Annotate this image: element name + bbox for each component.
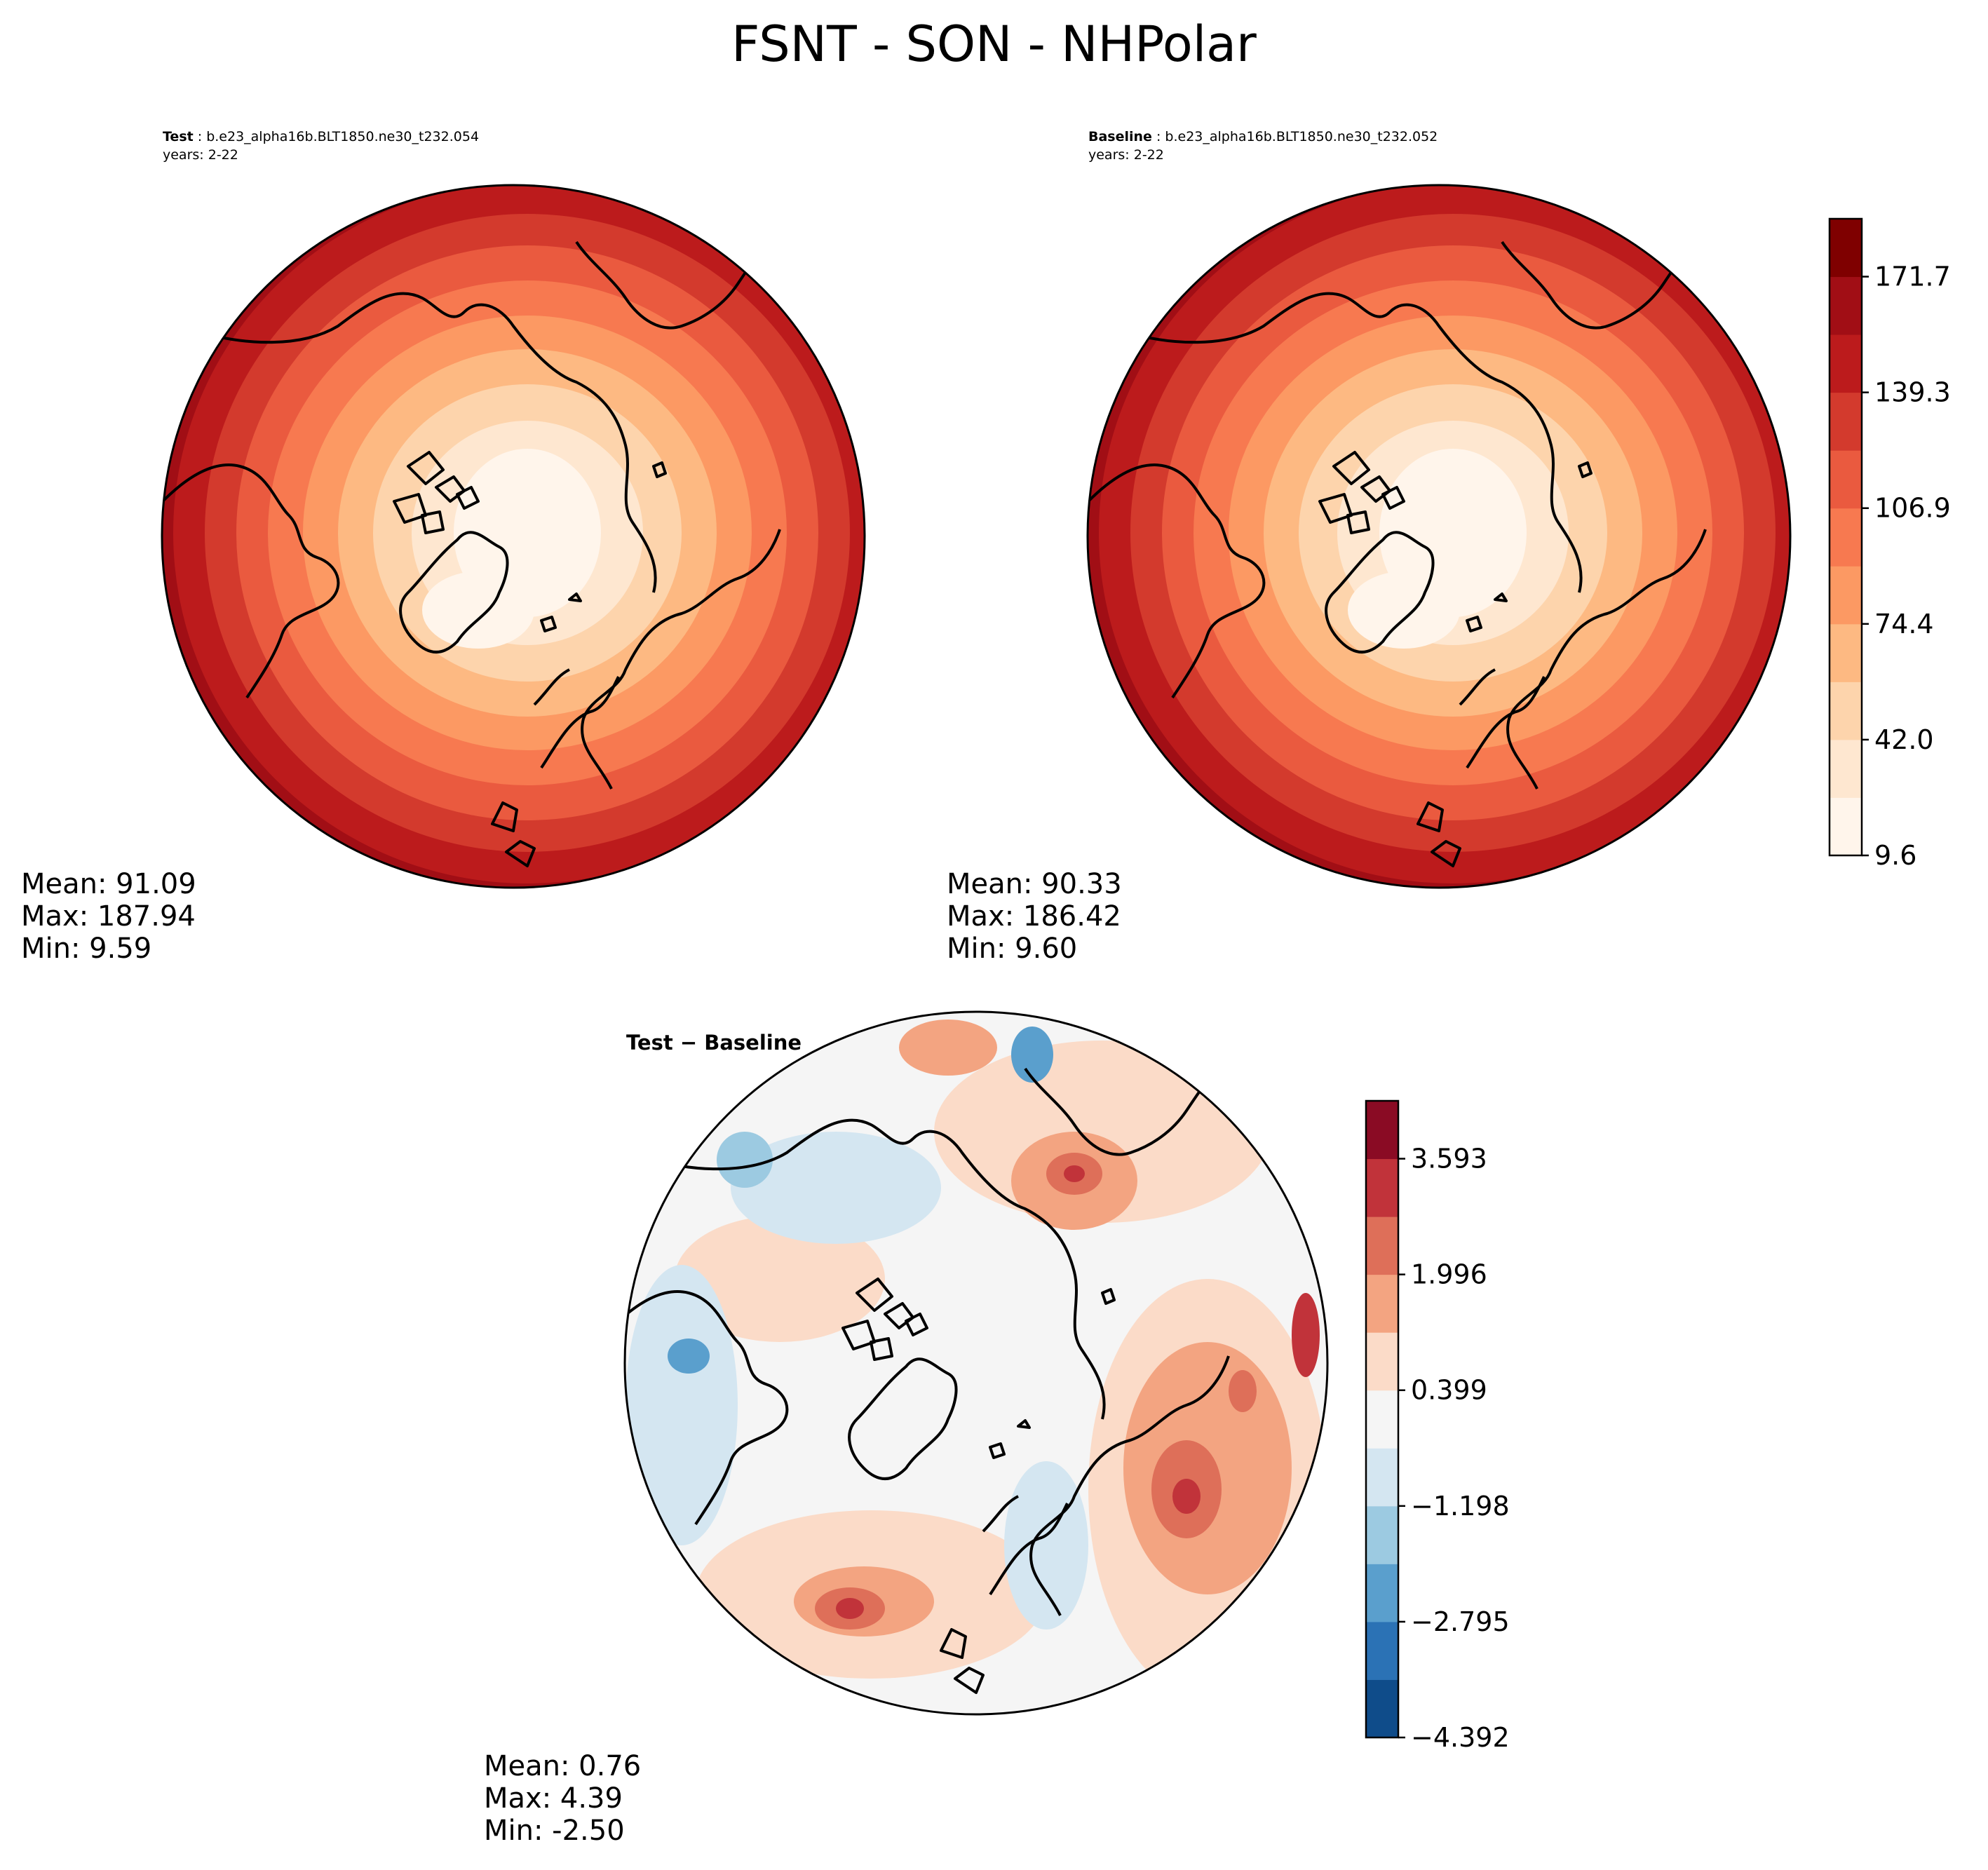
baseline-mean: Mean: 90.33	[947, 868, 1122, 900]
diff-colorbar-tick-label: −4.392	[1411, 1722, 1510, 1753]
diff-colorbar-segment	[1366, 1332, 1398, 1391]
baseline-case-name: : b.e23_alpha16b.BLT1850.ne30_t232.052	[1151, 129, 1438, 144]
test-map	[161, 184, 866, 889]
main-colorbar-tick-label: 171.7	[1874, 262, 1951, 292]
diff-colorbar-segment	[1366, 1158, 1398, 1217]
test-panel-title: Test : b.e23_alpha16b.BLT1850.ne30_t232.…	[163, 128, 479, 164]
main-colorbar-segment	[1830, 682, 1862, 740]
diff-colorbar-segment	[1366, 1621, 1398, 1680]
test-min: Min: 9.59	[21, 933, 152, 965]
main-colorbar-segment	[1830, 219, 1862, 278]
diff-colorbar-segment	[1366, 1390, 1398, 1449]
diff-colorbar-segment	[1366, 1505, 1398, 1564]
test-title-label: Test	[163, 129, 194, 144]
baseline-min: Min: 9.60	[947, 933, 1078, 965]
diff-colorbar: −4.392 −2.795 −1.198 0.399 1.996 3.593	[1365, 1099, 1510, 1753]
diff-panel-title: Test − Baseline	[626, 1031, 802, 1055]
baseline-panel-title: Baseline : b.e23_alpha16b.BLT1850.ne30_t…	[1088, 128, 1438, 164]
main-colorbar-segment	[1830, 797, 1862, 856]
diff-colorbar-segment	[1366, 1679, 1398, 1738]
diff-colorbar-tick-label: 1.996	[1411, 1259, 1487, 1290]
main-colorbar-segment	[1830, 450, 1862, 509]
diff-mean: Mean: 0.76	[484, 1750, 642, 1782]
figure-title: FSNT - SON - NHPolar	[731, 15, 1257, 73]
diff-colorbar-tick-label: −1.198	[1411, 1491, 1510, 1522]
diff-max: Max: 4.39	[484, 1782, 623, 1815]
main-colorbar-segment	[1830, 566, 1862, 625]
main-colorbar-segment	[1830, 276, 1862, 335]
main-colorbar-tick-label: 106.9	[1874, 493, 1951, 524]
test-case-name: : b.e23_alpha16b.BLT1850.ne30_t232.054	[193, 129, 480, 144]
diff-colorbar-segment	[1366, 1564, 1398, 1622]
diff-colorbar-tick-label: 3.593	[1411, 1144, 1487, 1174]
baseline-map	[1086, 184, 1792, 889]
baseline-years: years: 2-22	[1088, 147, 1164, 163]
main-colorbar-segment	[1830, 508, 1862, 567]
main-colorbar-tick-label: 9.6	[1874, 840, 1916, 871]
test-mean: Mean: 91.09	[21, 868, 196, 900]
main-colorbar-segment	[1830, 739, 1862, 798]
diff-map	[623, 1010, 1329, 1716]
diff-colorbar-segment	[1366, 1101, 1398, 1160]
main-colorbar-segment	[1830, 334, 1862, 393]
diff-colorbar-border	[1365, 1099, 1400, 1739]
main-colorbar-tick-label: 139.3	[1874, 377, 1951, 408]
main-colorbar-tick-label: 74.4	[1874, 609, 1934, 639]
test-max: Max: 187.94	[21, 900, 196, 933]
baseline-stats: Mean: 90.33 Max: 186.42 Min: 9.60	[947, 868, 1122, 965]
main-colorbar-segment	[1830, 392, 1862, 451]
baseline-title-label: Baseline	[1088, 129, 1152, 144]
main-colorbar-tick-label: 42.0	[1874, 724, 1934, 755]
test-stats: Mean: 91.09 Max: 187.94 Min: 9.59	[21, 868, 196, 965]
diff-colorbar-segment	[1366, 1217, 1398, 1275]
diff-colorbar-segment	[1366, 1448, 1398, 1507]
diff-min: Min: -2.50	[484, 1815, 625, 1847]
diff-colorbar-tick-label: 0.399	[1411, 1375, 1487, 1406]
diff-colorbar-segment	[1366, 1274, 1398, 1333]
diff-stats: Mean: 0.76 Max: 4.39 Min: -2.50	[484, 1750, 641, 1847]
baseline-max: Max: 186.42	[947, 900, 1121, 933]
diff-colorbar-tick-label: −2.795	[1411, 1606, 1510, 1637]
main-colorbar-border	[1828, 217, 1863, 857]
main-colorbar-segment	[1830, 623, 1862, 682]
main-colorbar: 9.6 42.0 74.4 106.9 139.3 171.7	[1828, 217, 1951, 871]
test-years: years: 2-22	[163, 147, 238, 163]
